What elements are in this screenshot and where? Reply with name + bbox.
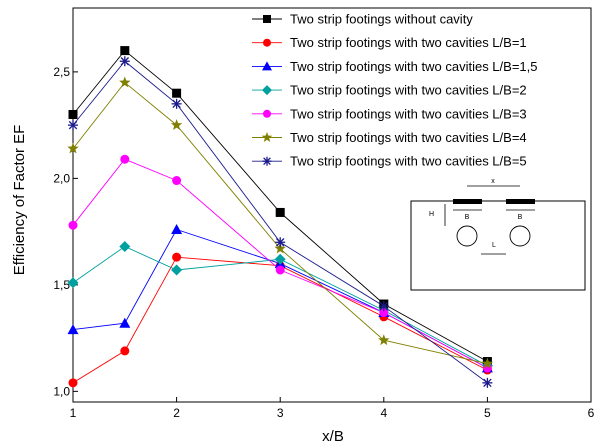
data-point-marker — [119, 317, 131, 328]
data-point-marker — [274, 253, 286, 265]
legend-label: Two strip footings with two cavities L/B… — [290, 35, 527, 50]
y-tick-label: 1,5 — [53, 278, 70, 292]
x-tick-label: 6 — [588, 406, 595, 420]
data-point-marker — [67, 277, 79, 289]
inset-box — [410, 200, 586, 291]
plot-frame — [72, 7, 592, 403]
series-lines — [72, 49, 488, 384]
inset-footing-left — [453, 199, 482, 204]
inset-label-b-right: B — [518, 214, 523, 221]
legend-label: Two strip footings with two cavities L/B… — [290, 154, 527, 169]
inset-label-b-left: B — [465, 214, 470, 221]
series-line — [72, 245, 488, 367]
x-tick-label: 4 — [380, 406, 387, 420]
data-point-marker — [262, 156, 272, 166]
series-line — [72, 81, 488, 365]
data-point-marker — [261, 132, 273, 142]
data-point-marker — [482, 377, 493, 388]
data-point-marker — [171, 223, 183, 234]
data-point-marker — [275, 237, 286, 248]
series-line — [72, 49, 488, 362]
data-point-marker — [171, 98, 182, 109]
data-point-marker — [275, 207, 285, 217]
y-tick-label: 2,0 — [53, 171, 70, 185]
data-point-marker — [263, 38, 271, 47]
data-point-marker — [171, 264, 183, 276]
legend-label: Two strip footings with two cavities L/B… — [290, 106, 527, 121]
x-axis-ticks: 1 2 3 4 5 6 — [70, 397, 595, 420]
data-point-marker — [262, 61, 272, 71]
series-line — [72, 256, 488, 384]
series-line — [72, 60, 488, 384]
inset-cavity-left — [456, 225, 478, 247]
data-point-marker — [172, 88, 182, 98]
data-point-marker — [119, 241, 131, 253]
data-point-marker — [68, 120, 78, 131]
data-point-marker — [262, 85, 272, 96]
y-axis-label: Efficiency of Factor EF — [11, 125, 28, 276]
data-point-marker — [274, 242, 286, 254]
data-point-marker — [67, 324, 79, 335]
data-point-marker — [172, 176, 182, 186]
data-point-marker — [378, 334, 390, 346]
x-tick-label: 5 — [484, 406, 491, 420]
y-axis-ticks: 1,0 1,5 2,0 2,5 — [53, 65, 78, 398]
data-point-marker — [68, 220, 78, 230]
x-axis-label: x/B — [322, 428, 344, 445]
inset-footing-right — [506, 199, 535, 204]
data-point-marker — [379, 308, 389, 318]
y-tick-label: 2,5 — [53, 65, 70, 79]
cavity-diagram-inset: x B B H L — [410, 178, 586, 291]
data-point-marker — [481, 357, 494, 369]
series-line — [72, 158, 488, 369]
legend-label: Two strip footings with two cavities L/B… — [290, 83, 527, 98]
data-point-marker — [275, 265, 285, 275]
inset-label-x: x — [491, 178, 495, 185]
data-point-marker — [120, 46, 130, 56]
legend: Two strip footings without cavity Two str… — [252, 12, 537, 169]
plot-area-border — [72, 7, 592, 403]
legend-label: Two strip footings with two cavities L/B… — [290, 130, 527, 145]
data-point-marker — [263, 15, 271, 23]
x-tick-label: 2 — [173, 406, 180, 420]
data-point-marker — [68, 378, 78, 388]
x-tick-label: 1 — [70, 406, 77, 420]
y-tick-label: 1,0 — [53, 384, 70, 398]
data-point-marker — [120, 346, 130, 356]
inset-label-h: H — [429, 211, 434, 218]
inset-label-l: L — [492, 242, 496, 249]
data-point-marker — [378, 301, 389, 312]
data-point-marker — [172, 252, 182, 262]
data-point-marker — [68, 109, 78, 119]
inset-cavity-right — [509, 225, 531, 247]
data-point-marker — [119, 56, 130, 67]
series-markers — [67, 46, 494, 388]
legend-label: Two strip footings with two cavities L/B… — [290, 59, 537, 74]
x-tick-label: 3 — [277, 406, 284, 420]
data-point-marker — [263, 109, 271, 118]
data-point-marker — [119, 76, 131, 88]
legend-label: Two strip footings without cavity — [290, 12, 473, 27]
data-point-marker — [170, 119, 183, 130]
data-point-marker — [120, 154, 130, 164]
data-point-marker — [67, 142, 79, 154]
